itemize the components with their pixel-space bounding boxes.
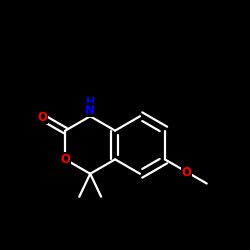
Text: N: N bbox=[85, 104, 95, 117]
Text: O: O bbox=[60, 153, 70, 166]
Text: O: O bbox=[38, 111, 48, 124]
Text: O: O bbox=[182, 166, 192, 178]
Text: H: H bbox=[86, 98, 95, 108]
